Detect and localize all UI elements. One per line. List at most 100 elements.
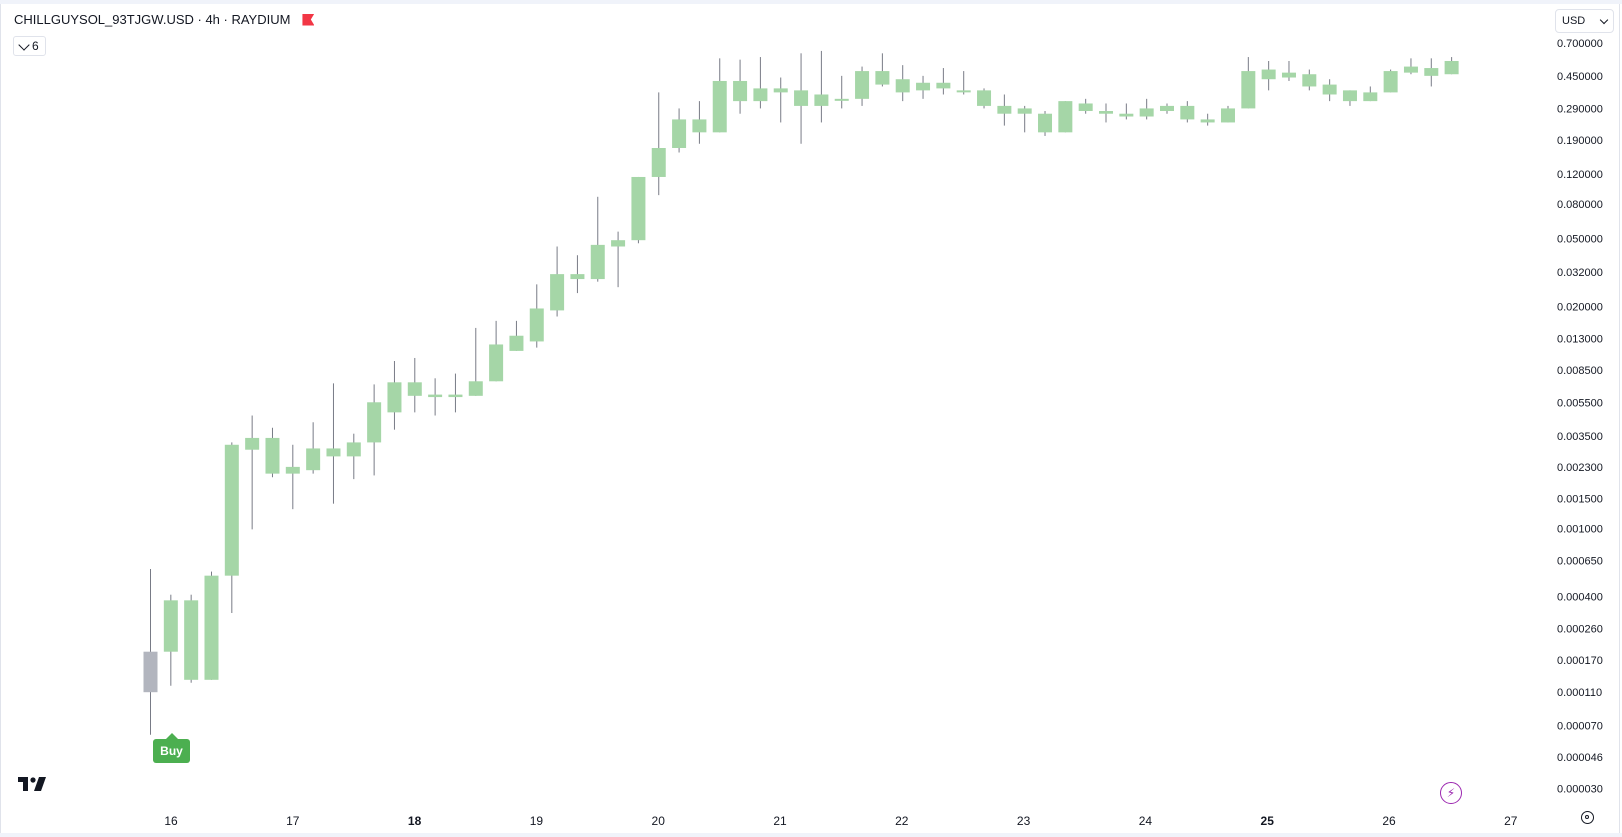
candle-body[interactable] [468, 381, 483, 396]
candle-body[interactable] [773, 88, 788, 93]
candle-body[interactable] [489, 344, 504, 382]
candle-body[interactable] [916, 82, 931, 91]
y-tick-label: 0.013000 [1557, 334, 1603, 346]
candle-body[interactable] [1363, 92, 1378, 102]
candle-body[interactable] [1403, 66, 1418, 73]
candle-body[interactable] [306, 448, 321, 471]
indicators-collapse-button[interactable]: 6 [13, 36, 46, 56]
top-border [0, 0, 1622, 4]
candle-body[interactable] [875, 71, 890, 85]
tradingview-logo-icon[interactable] [18, 776, 50, 792]
candle-body[interactable] [692, 119, 707, 133]
candle-body[interactable] [529, 308, 544, 342]
candle-body[interactable] [509, 335, 524, 351]
candle-body[interactable] [1281, 72, 1296, 78]
indicators-count: 6 [32, 39, 39, 53]
candle-body[interactable] [346, 442, 361, 457]
x-tick-label: 17 [286, 814, 300, 828]
candle-body[interactable] [855, 71, 870, 99]
x-tick-label: 23 [1017, 814, 1031, 828]
candle-body[interactable] [672, 119, 687, 149]
y-tick-label: 0.450000 [1557, 71, 1603, 83]
candle-body[interactable] [895, 79, 910, 93]
candle-body[interactable] [733, 80, 748, 102]
y-tick-label: 0.000400 [1557, 592, 1603, 604]
candle-body[interactable] [1220, 108, 1235, 123]
y-tick-label: 0.290000 [1557, 103, 1603, 115]
candle-body[interactable] [1302, 74, 1317, 87]
x-tick-label: 18 [408, 814, 422, 828]
candle-body[interactable] [367, 402, 382, 443]
candle-body[interactable] [1119, 113, 1134, 117]
candle-body[interactable] [1383, 71, 1398, 93]
x-tick-label: 16 [164, 814, 178, 828]
candle-body[interactable] [611, 240, 626, 247]
candle-body[interactable] [245, 437, 260, 450]
y-tick-label: 0.001000 [1557, 524, 1603, 536]
candle-body[interactable] [285, 466, 300, 474]
candle-body[interactable] [834, 98, 849, 101]
candle-body[interactable] [407, 382, 422, 396]
candle-body[interactable] [1180, 105, 1195, 120]
y-tick-label: 0.080000 [1557, 199, 1603, 211]
candle-body[interactable] [326, 448, 341, 457]
candle-body[interactable] [224, 444, 239, 576]
candle-body[interactable] [204, 575, 219, 680]
flag-icon[interactable] [302, 13, 315, 26]
candle-body[interactable] [550, 274, 565, 311]
candle-body[interactable] [428, 394, 443, 398]
y-tick-label: 0.020000 [1557, 302, 1603, 314]
candle-body[interactable] [387, 382, 402, 413]
candle-body[interactable] [1139, 108, 1154, 117]
y-tick-label: 0.008500 [1557, 365, 1603, 377]
candle-body[interactable] [814, 94, 829, 106]
candle-body[interactable] [1160, 105, 1174, 112]
candle-body[interactable] [977, 90, 992, 106]
candle-body[interactable] [1078, 103, 1093, 112]
candle-body[interactable] [753, 88, 768, 102]
candle-body[interactable] [936, 82, 951, 89]
y-tick-label: 0.002300 [1557, 462, 1603, 474]
candle-body[interactable] [448, 394, 463, 398]
candle-body[interactable] [1099, 111, 1114, 114]
candle-body[interactable] [1342, 90, 1357, 102]
candle-body[interactable] [590, 244, 605, 280]
gear-icon[interactable] [1581, 811, 1594, 824]
y-tick-label: 0.000046 [1557, 752, 1603, 764]
x-tick-label: 24 [1139, 814, 1153, 828]
candle-body[interactable] [712, 80, 727, 133]
candle-body[interactable] [1017, 108, 1032, 114]
buy-marker[interactable]: Buy [153, 733, 190, 763]
symbol-legend[interactable]: CHILLGUYSOL_93TJGW.USD · 4h · RAYDIUM [14, 12, 315, 27]
candle-body[interactable] [163, 600, 178, 652]
candle-body[interactable] [570, 274, 585, 280]
candle-body[interactable] [956, 90, 971, 93]
chevron-down-icon [18, 38, 30, 51]
y-tick-label: 0.120000 [1557, 169, 1603, 181]
candle-body[interactable] [1241, 71, 1256, 109]
symbol-title: CHILLGUYSOL_93TJGW.USD · 4h · RAYDIUM [14, 12, 291, 27]
y-tick-label: 0.005500 [1557, 397, 1603, 409]
candle-body[interactable] [1322, 84, 1337, 95]
candle-body[interactable] [184, 600, 199, 680]
candle-body[interactable] [631, 176, 646, 241]
candle-body[interactable] [1424, 68, 1439, 76]
candle-body[interactable] [997, 105, 1012, 114]
candle-body[interactable] [794, 90, 809, 106]
candle-body[interactable] [1200, 119, 1215, 123]
candle-body[interactable] [651, 148, 666, 177]
candle-body[interactable] [265, 437, 280, 474]
x-tick-label: 27 [1504, 814, 1518, 828]
bottom-border [0, 833, 1622, 837]
y-tick-label: 0.000070 [1557, 721, 1603, 733]
y-tick-label: 0.032000 [1557, 267, 1603, 279]
currency-select[interactable]: USD [1555, 9, 1614, 33]
candle-body[interactable] [1038, 113, 1053, 133]
candle-body[interactable] [1261, 69, 1276, 80]
y-tick-label: 0.003500 [1557, 431, 1603, 443]
candle-body[interactable] [1058, 101, 1073, 133]
candle-body[interactable] [1444, 60, 1459, 75]
candle-body[interactable] [143, 651, 158, 693]
lightning-icon[interactable]: ⚡ [1440, 782, 1462, 804]
